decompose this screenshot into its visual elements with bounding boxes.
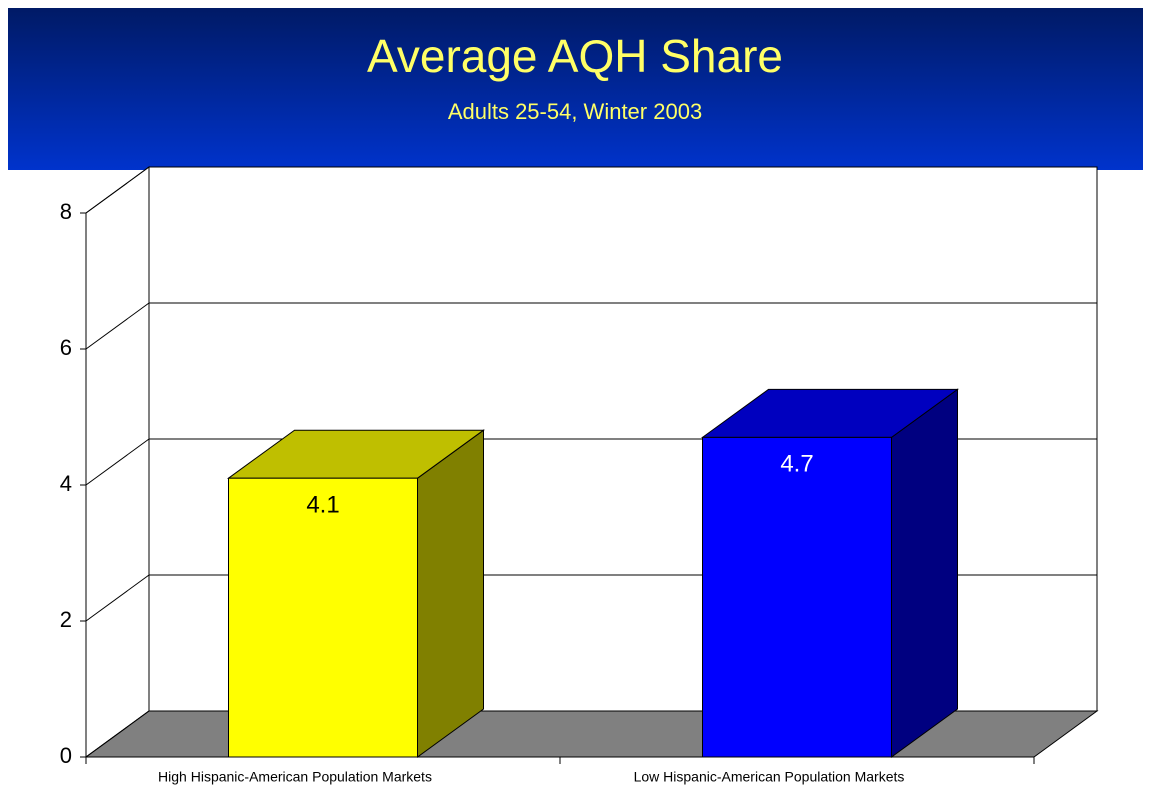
- header-band: [8, 8, 1143, 170]
- bar: [702, 436, 892, 758]
- y-tick-label: 6: [60, 335, 72, 360]
- chart-title: Average AQH Share: [367, 30, 783, 82]
- value-label: 4.1: [306, 492, 339, 519]
- y-tick-label: 2: [60, 607, 72, 632]
- grid-line-side: [85, 166, 150, 214]
- chart-subtitle: Adults 25-54, Winter 2003: [448, 99, 702, 124]
- bar-side: [891, 388, 958, 758]
- bar-side: [417, 429, 484, 758]
- y-tick-label: 0: [60, 743, 72, 768]
- grid-line-side: [85, 710, 150, 758]
- grid-line-side: [85, 438, 150, 486]
- grid-line-side: [85, 302, 150, 350]
- grid-line-side: [85, 574, 150, 622]
- y-tick-label: 8: [60, 199, 72, 224]
- x-tick-label: High Hispanic-American Population Market…: [158, 769, 432, 785]
- value-label: 4.7: [780, 451, 813, 478]
- bar: [228, 477, 418, 758]
- y-tick-label: 4: [60, 471, 72, 496]
- x-tick-label: Low Hispanic-American Population Markets: [634, 769, 905, 785]
